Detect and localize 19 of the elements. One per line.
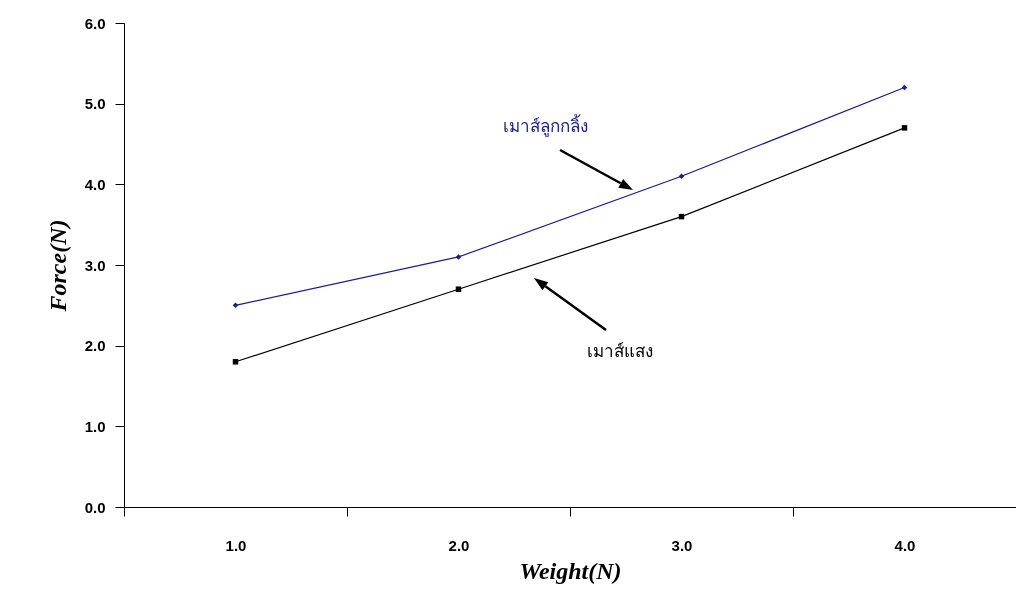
y-tick-label: 6.0 [84, 14, 106, 32]
y-tick-label: 0.0 [84, 498, 106, 516]
text: เมาส์ลูกกลิ้ง [502, 114, 588, 137]
y-tick-label: 2.0 [84, 337, 106, 355]
point [455, 286, 462, 292]
x-tick-label: 3.0 [671, 536, 693, 554]
y-tick-label: 3.0 [84, 256, 106, 274]
y-tick-label: 4.0 [84, 175, 106, 193]
point [455, 254, 462, 260]
x-axis-title: Weight(N) [519, 557, 622, 584]
point [901, 125, 908, 131]
y-tick-label: 1.0 [84, 417, 106, 435]
y-axis-title: Force(N) [44, 219, 71, 313]
x-tick-label: 1.0 [225, 536, 247, 554]
x-tick-label: 2.0 [448, 536, 470, 554]
point [232, 359, 239, 365]
y-tick-label: 5.0 [84, 95, 106, 113]
text: เมาส์แสง [587, 341, 653, 361]
x-tick-label: 4.0 [894, 536, 916, 554]
